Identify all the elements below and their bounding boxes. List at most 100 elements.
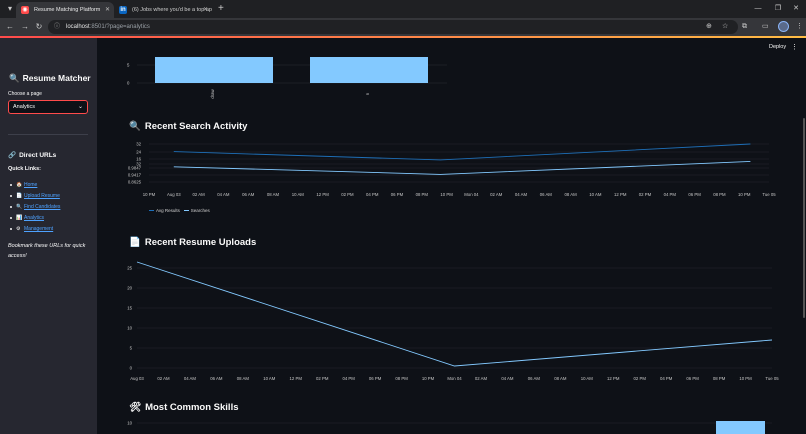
x-tick-label: 10 PM bbox=[738, 192, 751, 197]
link-management[interactable]: Management bbox=[24, 226, 54, 232]
streamlit-favicon-icon: ◉ bbox=[21, 6, 29, 14]
x-tick-label: 04 AM bbox=[501, 376, 514, 381]
x-tick-label: 02 AM bbox=[193, 192, 206, 197]
x-tick-label: 06 PM bbox=[686, 376, 699, 381]
gear-icon: ⚙ bbox=[16, 226, 21, 232]
page-select[interactable]: Analytics ⌄ bbox=[8, 100, 88, 114]
streamlit-decoration-bar bbox=[0, 36, 806, 38]
y-tick-label: 0.9847 bbox=[128, 166, 142, 171]
y-tick-label: 32 bbox=[136, 162, 141, 167]
url-text: localhost:8501/?page=analytics bbox=[66, 24, 150, 30]
legend-item-searches[interactable]: Searches bbox=[183, 208, 210, 213]
extensions-icon[interactable]: ⧉ bbox=[742, 23, 747, 30]
x-tick-label: 10 AM bbox=[589, 192, 602, 197]
x-tick-label: Mon 04 bbox=[447, 376, 462, 381]
x-tick-label: 06 AM bbox=[242, 192, 255, 197]
x-tick-label: draw bbox=[210, 88, 215, 98]
x-tick-label: 02 PM bbox=[633, 376, 646, 381]
restore-icon[interactable]: ❐ bbox=[774, 5, 782, 12]
back-icon[interactable]: ← bbox=[6, 22, 14, 31]
y-tick-label: 15 bbox=[127, 306, 132, 311]
x-tick-label: 04 PM bbox=[664, 192, 677, 197]
x-tick-label: 06 AM bbox=[210, 376, 223, 381]
y-tick-label: 10 bbox=[127, 326, 132, 331]
x-tick-label: 02 AM bbox=[475, 376, 488, 381]
tab-title: Resume Matching Platform bbox=[34, 7, 101, 13]
series-line bbox=[136, 261, 773, 367]
link-analytics[interactable]: Analytics bbox=[24, 215, 45, 221]
x-tick-label: 04 AM bbox=[515, 192, 528, 197]
close-tab-icon[interactable]: ✕ bbox=[104, 7, 110, 13]
link-find-candidates[interactable]: Find Candidates bbox=[24, 204, 61, 210]
y-tick-label: 0 bbox=[127, 81, 130, 86]
section-title-common-skills: 🛠 Most Common Skills bbox=[129, 402, 239, 413]
link-upload-resume[interactable]: Upload Resume bbox=[24, 193, 60, 199]
document-icon: 📄 bbox=[16, 193, 23, 199]
x-tick-label: 10 AM bbox=[581, 376, 594, 381]
x-tick-label: 06 PM bbox=[391, 192, 404, 197]
site-info-icon[interactable]: ⓘ bbox=[54, 24, 61, 30]
close-tab-icon[interactable]: ✕ bbox=[202, 7, 208, 13]
quick-links-label: Quick Links: bbox=[8, 166, 42, 172]
quick-links-list: 🏠 Home 📄 Upload Resume 🔍 Find Candidates 📊 A… bbox=[10, 180, 60, 235]
y-tick-label: 10 bbox=[127, 421, 132, 426]
list-item: 🔍 Find Candidates bbox=[10, 202, 60, 213]
x-tick-label: 02 PM bbox=[639, 192, 652, 197]
x-tick-label: 12 PM bbox=[316, 192, 329, 197]
x-tick-label: 08 AM bbox=[237, 376, 250, 381]
x-tick-label: 04 AM bbox=[184, 376, 197, 381]
y-tick-label: 0.9417 bbox=[128, 173, 142, 178]
tab-search-dropdown[interactable]: ▾ bbox=[7, 4, 12, 13]
forward-icon[interactable]: → bbox=[21, 22, 29, 31]
main-menu-icon[interactable]: ⋮ bbox=[791, 44, 798, 51]
bookmark-note: Bookmark these URLs for quick access! bbox=[8, 243, 86, 259]
search-icon: 🔍 bbox=[129, 121, 141, 132]
x-tick-label: 10 PM bbox=[440, 192, 453, 197]
address-bar-row: ← → ↻ ⓘ localhost:8501/?page=analytics ⊕… bbox=[0, 18, 806, 36]
zoom-icon[interactable]: ⊕ bbox=[706, 23, 712, 30]
x-tick-label: 06 PM bbox=[369, 376, 382, 381]
linkedin-favicon-icon: in bbox=[119, 6, 127, 14]
x-tick-label: 02 AM bbox=[157, 376, 170, 381]
series-line bbox=[173, 161, 751, 175]
browser-tab-active[interactable]: ◉ Resume Matching Platform ✕ bbox=[16, 2, 114, 18]
list-item: 🏠 Home bbox=[10, 180, 60, 191]
minimize-icon[interactable]: — bbox=[754, 5, 762, 12]
search-icon: 🔍 bbox=[16, 204, 23, 210]
browser-menu-icon[interactable]: ⋮ bbox=[796, 23, 803, 30]
page-scrollbar[interactable] bbox=[803, 118, 805, 318]
search-icon: 🔍 bbox=[9, 73, 20, 83]
chevron-down-icon: ⌄ bbox=[77, 104, 83, 110]
x-tick-label: 04 PM bbox=[366, 192, 379, 197]
y-tick-label: 20 bbox=[127, 286, 132, 291]
x-tick-label: n bbox=[365, 92, 370, 95]
sidebar-title: 🔍 Resume Matcher bbox=[9, 73, 91, 83]
list-item: 📄 Upload Resume bbox=[10, 191, 60, 202]
browser-tab-linkedin[interactable]: in (6) Jobs where you'd be a top ap ✕ bbox=[114, 2, 212, 18]
close-window-icon[interactable]: ✕ bbox=[793, 5, 799, 12]
media-icon[interactable]: ▭ bbox=[762, 23, 769, 30]
x-tick-label: 08 PM bbox=[416, 192, 429, 197]
url-field[interactable]: ⓘ localhost:8501/?page=analytics ⊕ ☆ bbox=[48, 20, 738, 34]
x-tick-label: 12 PM bbox=[607, 376, 620, 381]
x-tick-label: 08 PM bbox=[713, 376, 726, 381]
skill-bar bbox=[155, 57, 273, 83]
bookmark-star-icon[interactable]: ☆ bbox=[722, 23, 729, 30]
new-tab-icon[interactable]: + bbox=[218, 3, 224, 14]
x-tick-label: Aug 03 bbox=[167, 192, 181, 197]
link-home[interactable]: Home bbox=[24, 182, 38, 188]
x-tick-label: 02 PM bbox=[316, 376, 329, 381]
direct-urls-heading: 🔗 Direct URLs bbox=[8, 152, 57, 159]
browser-tab-bar: ▾ ◉ Resume Matching Platform ✕ in (6) Jo… bbox=[0, 0, 806, 18]
x-tick-label: 10 AM bbox=[292, 192, 305, 197]
x-tick-label: 12 PM bbox=[290, 376, 303, 381]
deploy-button[interactable]: Deploy bbox=[769, 44, 787, 50]
x-tick-label: Aug 03 bbox=[130, 376, 144, 381]
page-select-label: Choose a page bbox=[8, 91, 42, 97]
sidebar: 🔍 Resume Matcher Choose a page Analytics … bbox=[0, 38, 97, 434]
reload-icon[interactable]: ↻ bbox=[35, 22, 43, 31]
x-tick-label: 06 AM bbox=[528, 376, 541, 381]
profile-avatar[interactable] bbox=[778, 21, 789, 32]
legend-item-avg-results[interactable]: Avg Results bbox=[149, 208, 180, 213]
